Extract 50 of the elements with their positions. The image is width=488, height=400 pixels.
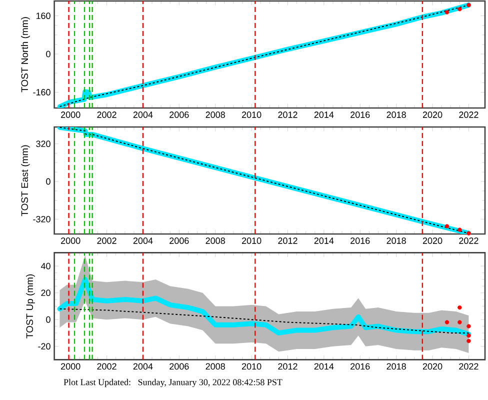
x-tick-label: 2018	[386, 238, 406, 244]
x-tick-label: 2010	[242, 363, 262, 370]
y-axis-title: TOST North (mm)	[21, 17, 30, 92]
x-tick-label: 2008	[206, 363, 225, 370]
x-tick-label: 2020	[422, 363, 442, 370]
x-tick-label: 2022	[459, 112, 478, 118]
x-tick-label: 2018	[386, 112, 406, 118]
x-tick-label: 2010	[242, 238, 262, 244]
y-tick-label: 0	[46, 50, 50, 58]
y-tick-label: -160	[33, 89, 50, 96]
x-tick-label: 2012	[278, 363, 298, 370]
y-tick-label: -20	[38, 343, 50, 350]
x-tick-label: 2006	[170, 238, 189, 244]
x-tick-label: 2014	[314, 112, 334, 118]
x-tick-label: 2016	[350, 112, 370, 118]
y-tick-label: 0	[46, 178, 50, 185]
x-tick-label: 2000	[61, 363, 80, 370]
y-axis-title: TOST East (mm)	[21, 145, 30, 216]
x-tick-label: 2004	[133, 363, 153, 370]
y-tick-label: 20	[41, 290, 50, 296]
y-axis-title: TOST Up (mm)	[26, 274, 35, 338]
x-tick-label: 2020	[422, 112, 442, 118]
x-tick-label: 2002	[97, 112, 116, 118]
x-tick-label: 2004	[133, 238, 153, 244]
x-tick-label: 2008	[206, 238, 225, 244]
y-tick-label: 160	[36, 12, 50, 20]
y-tick-label: -320	[33, 216, 50, 222]
x-tick-label: 2002	[97, 363, 116, 370]
x-tick-label: 2012	[278, 238, 298, 244]
x-tick-label: 2014	[314, 238, 334, 244]
text: Plot Last Updated: Sunday, January 30, 2022 08:42:58 PST	[64, 378, 282, 388]
x-tick-label: 2020	[422, 238, 442, 244]
y-tick-label: 320	[36, 140, 50, 148]
x-tick-label: 2004	[133, 112, 153, 118]
x-tick-label: 2016	[350, 363, 370, 370]
x-tick-label: 2012	[278, 112, 298, 118]
y-tick-label: 0	[46, 316, 50, 323]
x-tick-label: 2000	[61, 112, 80, 118]
x-tick-label: 2022	[459, 363, 478, 370]
x-tick-label: 2006	[170, 363, 189, 370]
x-tick-label: 2002	[97, 238, 116, 244]
y-tick-label: 40	[40, 262, 50, 270]
x-tick-label: 2018	[386, 363, 406, 370]
x-tick-label: 2016	[350, 238, 370, 244]
x-tick-label: 2008	[206, 112, 225, 118]
x-tick-label: 2000	[61, 238, 80, 244]
x-tick-label: 2010	[242, 112, 262, 118]
x-tick-label: 2006	[170, 112, 189, 118]
x-tick-label: 2022	[459, 238, 478, 244]
x-tick-label: 2014	[314, 363, 334, 370]
